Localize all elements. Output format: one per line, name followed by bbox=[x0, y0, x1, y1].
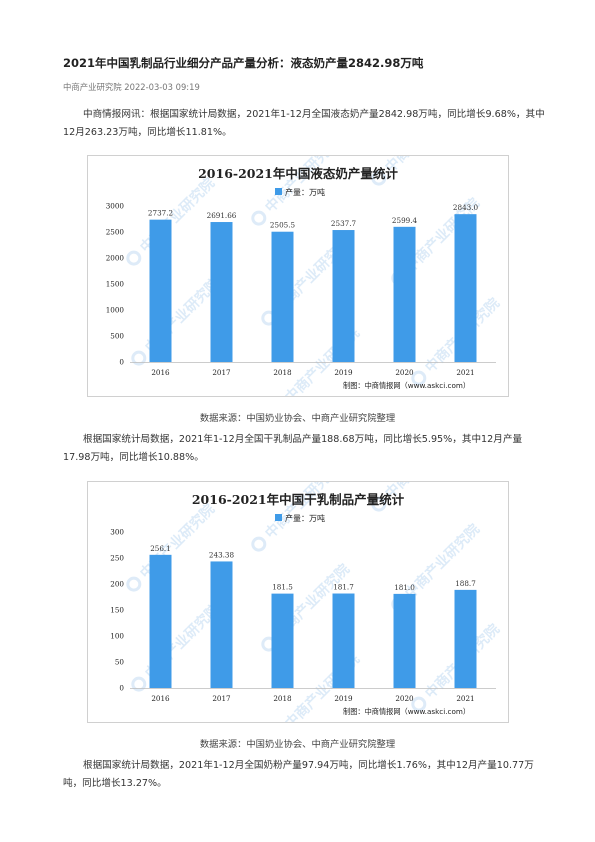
watermark-logo-icon bbox=[411, 696, 427, 712]
y-tick-label: 150 bbox=[110, 606, 124, 615]
watermark-logo-icon bbox=[131, 350, 147, 366]
paragraph-2-text: 根据国家统计局数据，2021年1-12月全国干乳制品产量188.68万吨，同比增… bbox=[63, 434, 523, 463]
x-tick-label: 2019 bbox=[334, 368, 353, 377]
chart-credit: 制图：中商情报网（www.askci.com） bbox=[343, 381, 470, 390]
publish-date: 2022-03-03 09:19 bbox=[124, 82, 200, 92]
x-tick-label: 2016 bbox=[151, 694, 170, 703]
chart-liquid-milk: 中商产业研究院 中商产业研究院 中商产业研究院 中商产业研究院 中商产业研究院 中商产业研… bbox=[87, 155, 509, 397]
bar-value-label: 188.7 bbox=[455, 579, 476, 588]
y-tick-label: 300 bbox=[110, 528, 124, 537]
chart-title: 2016-2021年中国干乳制品产量统计 bbox=[192, 492, 405, 507]
watermark-logo-icon bbox=[251, 536, 267, 552]
x-tick-label: 2021 bbox=[456, 368, 474, 377]
x-tick-label: 2018 bbox=[273, 368, 292, 377]
paragraph-1-text: 中商情报网讯：根据国家统计局数据，2021年1-12月全国液态奶产量2842.9… bbox=[63, 109, 545, 138]
y-tick-label: 0 bbox=[119, 358, 124, 367]
legend-swatch bbox=[275, 188, 282, 195]
bar-value-label: 2843.0 bbox=[453, 203, 479, 212]
x-tick-label: 2018 bbox=[273, 694, 292, 703]
y-tick-label: 0 bbox=[119, 684, 124, 693]
y-tick-label: 100 bbox=[110, 632, 124, 641]
x-tick-label: 2020 bbox=[395, 694, 414, 703]
bar bbox=[393, 226, 416, 362]
bar-value-label: 2691.66 bbox=[207, 211, 237, 220]
legend-label: 产量：万吨 bbox=[285, 187, 325, 197]
source-name: 中商产业研究院 bbox=[63, 82, 122, 92]
x-tick-label: 2017 bbox=[212, 368, 231, 377]
y-tick-label: 200 bbox=[110, 580, 124, 589]
legend-label: 产量：万吨 bbox=[285, 513, 325, 523]
bar bbox=[454, 214, 477, 362]
watermark-stamp: 中商产业研究院 bbox=[131, 601, 223, 692]
watermark-logo-icon bbox=[371, 170, 387, 186]
bar bbox=[271, 593, 294, 688]
bar-value-label: 256.1 bbox=[150, 544, 171, 553]
x-tick-label: 2019 bbox=[334, 694, 353, 703]
article-title: 2021年中国乳制品行业细分产品产量分析：液态奶产量2842.98万吨 bbox=[63, 56, 424, 70]
y-tick-label: 3000 bbox=[106, 202, 125, 211]
watermark-logo-icon bbox=[131, 676, 147, 692]
chart-dry-dairy: 中商产业研究院 中商产业研究院 中商产业研究院 中商产业研究院 中商产业研究院 中商产业研… bbox=[87, 481, 509, 723]
bar bbox=[393, 593, 416, 688]
bar-value-label: 181.0 bbox=[394, 583, 415, 592]
bar bbox=[210, 222, 233, 362]
watermark-logo-icon bbox=[126, 250, 142, 266]
y-tick-label: 50 bbox=[115, 658, 125, 667]
y-tick-label: 1000 bbox=[106, 306, 125, 315]
y-tick-label: 250 bbox=[110, 554, 124, 563]
watermark-logo-icon bbox=[411, 370, 427, 386]
bar bbox=[149, 554, 172, 688]
chart-credit: 制图：中商情报网（www.askci.com） bbox=[343, 707, 470, 716]
bar-value-label: 2737.2 bbox=[148, 209, 173, 218]
chart-title: 2016-2021年中国液态奶产量统计 bbox=[198, 166, 398, 181]
watermark-logo-icon bbox=[126, 576, 142, 592]
bar-value-label: 243.38 bbox=[209, 550, 235, 559]
y-tick-label: 2500 bbox=[106, 228, 125, 237]
x-tick-label: 2020 bbox=[395, 368, 414, 377]
watermark-logo-icon bbox=[251, 210, 267, 226]
chart-2-caption: 数据来源：中国奶业协会、中商产业研究院整理 bbox=[199, 739, 396, 750]
y-tick-label: 2000 bbox=[106, 254, 125, 263]
bar bbox=[210, 561, 233, 688]
bar-value-label: 181.7 bbox=[333, 583, 354, 592]
paragraph-2: 根据国家统计局数据，2021年1-12月全国干乳制品产量188.68万吨，同比增… bbox=[63, 431, 547, 467]
x-tick-label: 2017 bbox=[212, 694, 231, 703]
bar bbox=[454, 589, 477, 688]
y-tick-label: 1500 bbox=[106, 280, 125, 289]
watermark-text: 中商产业研究院 bbox=[262, 482, 343, 542]
bar bbox=[332, 593, 355, 688]
bar-value-label: 2599.4 bbox=[392, 216, 418, 225]
x-tick-label: 2016 bbox=[151, 368, 170, 377]
legend-swatch bbox=[275, 514, 282, 521]
chart-1-caption: 数据来源：中国奶业协会、中商产业研究院整理 bbox=[199, 413, 396, 424]
bar bbox=[149, 219, 172, 362]
watermark-logo-icon bbox=[371, 496, 387, 512]
watermark-text: 中商产业研究院 bbox=[137, 501, 218, 582]
bar-value-label: 2537.7 bbox=[331, 219, 357, 228]
article-meta: 中商产业研究院 2022-03-03 09:19 bbox=[63, 81, 200, 93]
watermark-stamp: 中商产业研究院 bbox=[131, 275, 223, 366]
paragraph-3-text: 根据国家统计局数据，2021年1-12月全国奶粉产量97.94万吨，同比增长1.… bbox=[63, 760, 534, 789]
bar bbox=[271, 231, 294, 362]
bar-value-label: 181.5 bbox=[272, 583, 293, 592]
paragraph-3: 根据国家统计局数据，2021年1-12月全国奶粉产量97.94万吨，同比增长1.… bbox=[63, 757, 547, 793]
bar bbox=[332, 230, 355, 362]
watermark-text: 中商产业研究院 bbox=[262, 156, 343, 216]
bar-value-label: 2505.5 bbox=[270, 221, 296, 230]
y-tick-label: 500 bbox=[110, 332, 124, 341]
x-tick-label: 2021 bbox=[456, 694, 474, 703]
paragraph-1: 中商情报网讯：根据国家统计局数据，2021年1-12月全国液态奶产量2842.9… bbox=[63, 106, 547, 142]
